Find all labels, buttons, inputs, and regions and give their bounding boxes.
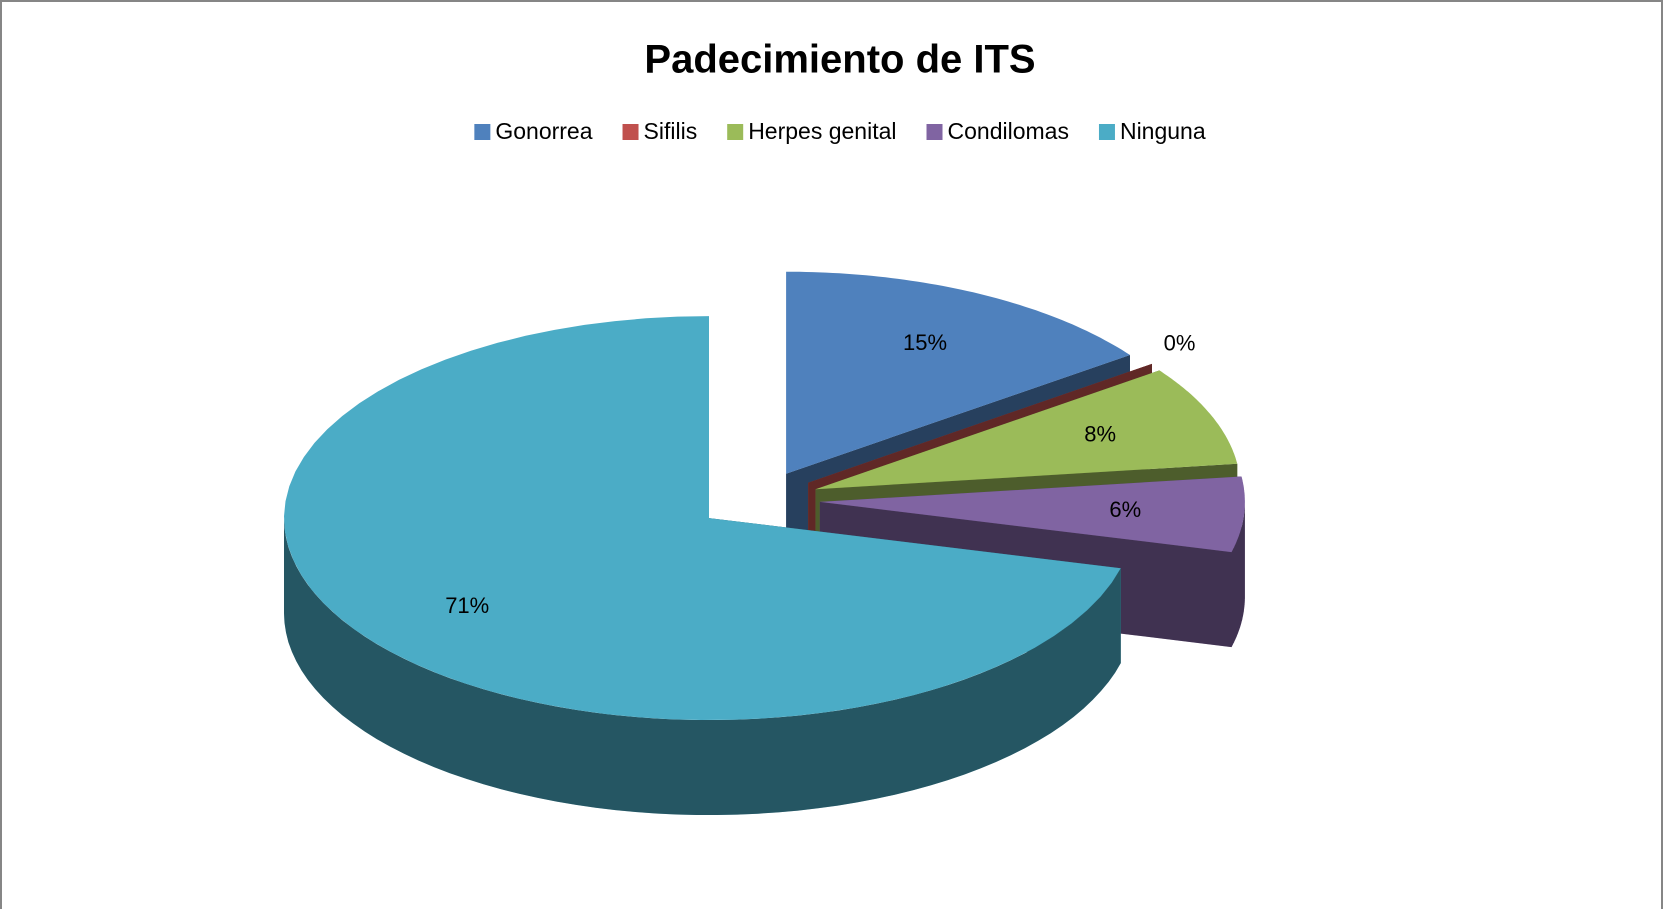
legend-label: Sifilis <box>644 118 698 144</box>
slice-top <box>786 271 1130 474</box>
legend-item: Sifilis <box>622 118 698 144</box>
legend-swatch <box>474 124 491 140</box>
legend-swatch <box>1098 124 1115 140</box>
legend-item: Gonorrea <box>474 118 593 144</box>
slice-top <box>819 476 1245 553</box>
legend: Gonorrea Sifilis Herpes genital Condilomas N… <box>474 118 1206 144</box>
slice-shade <box>1231 501 1245 648</box>
legend-label: Herpes genital <box>748 118 896 144</box>
legend-swatch <box>727 124 744 140</box>
chart-title: Padecimiento de ITS <box>644 38 1035 82</box>
legend-item: Herpes genital <box>727 118 897 144</box>
legend-swatch <box>926 124 943 140</box>
slice-shade <box>284 518 1121 815</box>
slice <box>284 316 1121 815</box>
legend-item: Ninguna <box>1098 118 1206 144</box>
data-label: 6% <box>1109 497 1141 522</box>
legend-label: Condilomas <box>948 118 1069 144</box>
data-label: 15% <box>903 330 947 355</box>
legend-swatch <box>622 124 639 140</box>
data-label: 8% <box>1084 421 1116 446</box>
legend-label: Gonorrea <box>495 118 592 144</box>
legend-label: Ninguna <box>1120 118 1206 144</box>
data-label: 0% <box>1164 330 1196 355</box>
legend-item: Condilomas <box>926 118 1069 144</box>
pie: 15% 0% 8% 6% 71% <box>284 271 1245 815</box>
slice-top <box>815 370 1238 490</box>
data-label: 71% <box>445 593 489 618</box>
slice-top <box>284 316 1121 720</box>
